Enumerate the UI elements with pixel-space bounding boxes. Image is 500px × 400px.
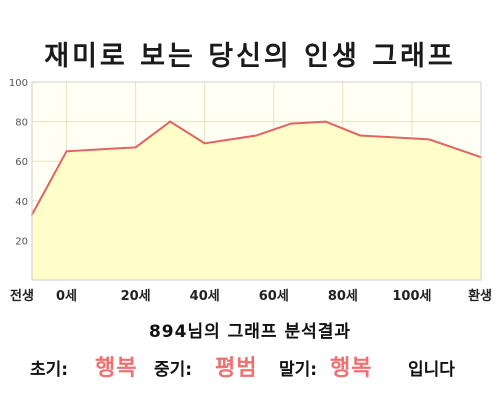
early-label: 초기: (30, 360, 69, 380)
y-tick-label: 100 (9, 78, 28, 89)
data-point (65, 150, 68, 153)
x-tick-label: 40세 (190, 289, 220, 304)
plot-frame (31, 81, 482, 281)
chart-title: 재미로 보는 당신의 인생 그래프 (44, 41, 456, 72)
analysis-line: 894님의 그래프 분석결과 (0, 317, 500, 342)
x-tick-label: 환생 (468, 288, 492, 304)
late-value: 행복 (330, 356, 373, 381)
phase-summary: 초기: 행복 중기: 평범 말기: 행복 입니다 (0, 348, 500, 382)
late-label: 말기: (279, 360, 318, 380)
y-tick-label: 20 (15, 236, 28, 247)
y-tick-label: 80 (15, 118, 28, 129)
data-point (134, 146, 137, 149)
x-tick-label: 전생 (10, 288, 34, 304)
suffix-text: 입니다 (408, 360, 455, 380)
data-point (203, 142, 206, 145)
data-point (324, 120, 327, 123)
data-point (359, 134, 362, 137)
x-tick-label: 60세 (259, 289, 289, 304)
x-tick-label: 100세 (392, 289, 431, 304)
user-number: 894 (148, 322, 188, 342)
middle-value: 평범 (215, 356, 258, 381)
analysis-text: 님의 그래프 분석결과 (187, 322, 352, 342)
data-point (290, 122, 293, 125)
data-point (255, 134, 258, 137)
area-fill (32, 121, 481, 280)
data-point (428, 138, 431, 141)
data-point (169, 120, 172, 123)
life-graph-chart: 20 40 60 80 100 전생 0세 20세 40세 60세 80세 100세 환생 (9, 78, 492, 304)
early-value: 행복 (95, 356, 138, 381)
middle-label: 중기: (154, 360, 193, 380)
y-tick-label: 40 (15, 197, 28, 208)
x-tick-label: 80세 (328, 289, 358, 304)
x-tick-label: 20세 (121, 289, 151, 304)
x-tick-label: 0세 (56, 289, 77, 304)
y-tick-label: 60 (15, 157, 28, 168)
